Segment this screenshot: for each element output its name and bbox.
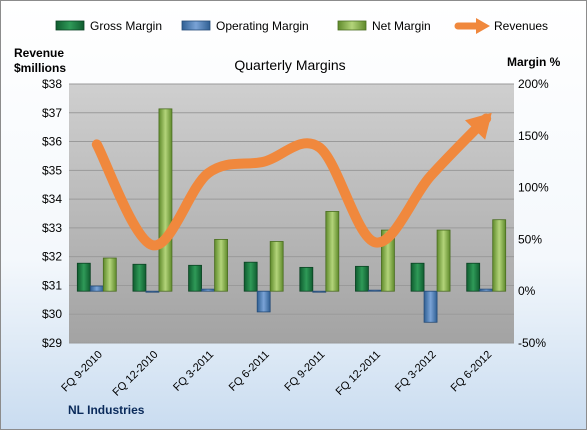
bar-net-margin — [158, 108, 173, 292]
legend-label: Operating Margin — [216, 19, 309, 33]
legend-label: Net Margin — [372, 19, 431, 33]
plot-area — [69, 84, 514, 343]
bar-operating-margin — [312, 290, 327, 293]
bar-net-margin — [214, 238, 228, 292]
bar-gross-margin — [466, 262, 481, 292]
bar-net-margin — [325, 211, 340, 292]
left-tick-label: $34 — [42, 192, 62, 206]
bar-gross-margin — [299, 266, 314, 292]
bar-operating-margin — [423, 290, 438, 323]
left-tick-label: $36 — [42, 135, 62, 149]
legend: Gross Margin Operating Margin Net Margin Re… — [55, 18, 548, 34]
bars — [76, 108, 507, 323]
right-axis-label: Margin % — [507, 55, 561, 69]
left-tick-label: $37 — [42, 106, 62, 120]
legend-label: Revenues — [494, 19, 548, 33]
bar-gross-margin — [410, 262, 425, 292]
legend-swatch — [181, 20, 211, 31]
bar-net-margin — [102, 257, 117, 292]
left-axis-ticks: $29 $30 $31 $32 $33 $34 $35 $36 $37 $38 — [42, 77, 62, 350]
bar-operating-margin — [256, 290, 271, 313]
bar-net-margin — [269, 241, 284, 292]
left-tick-label: $35 — [42, 163, 62, 177]
right-tick-label: 100% — [518, 181, 549, 195]
right-tick-label: 150% — [518, 129, 549, 143]
right-tick-label: 50% — [518, 232, 542, 246]
bar-operating-margin — [479, 288, 494, 292]
bar-net-margin — [436, 229, 451, 292]
left-axis-label-line2: $millions — [14, 61, 66, 75]
bar-gross-margin — [132, 263, 147, 292]
bar-gross-margin — [355, 265, 369, 292]
bar-operating-margin — [145, 290, 160, 293]
left-tick-label: $29 — [42, 336, 62, 350]
left-tick-label: $32 — [42, 250, 62, 264]
left-tick-label: $33 — [42, 221, 62, 235]
footer-label: NL Industries — [68, 403, 145, 417]
bar-operating-margin — [368, 289, 382, 292]
right-tick-label: 200% — [518, 77, 549, 91]
left-tick-label: $31 — [42, 278, 62, 292]
right-axis-ticks: -50% 0% 50% 100% 150% 200% — [518, 77, 549, 350]
bar-net-margin — [492, 219, 507, 292]
bar-gross-margin — [76, 262, 91, 292]
bar-operating-margin — [201, 288, 215, 292]
right-tick-label: 0% — [518, 284, 536, 298]
bar-operating-margin — [89, 285, 104, 292]
left-tick-label: $38 — [42, 77, 62, 91]
legend-swatch — [55, 20, 85, 31]
revenue-line-group — [91, 112, 492, 251]
right-tick-label: -50% — [518, 336, 546, 350]
revenue-arrowhead — [465, 112, 492, 140]
left-axis-label-line1: Revenue — [14, 46, 64, 60]
chart-title: Quarterly Margins — [234, 57, 345, 73]
legend-swatch-arrow — [476, 18, 490, 34]
bar-gross-margin — [243, 261, 258, 292]
revenue-line — [91, 113, 492, 251]
legend-swatch — [337, 20, 367, 31]
left-tick-label: $30 — [42, 307, 62, 321]
bar-gross-margin — [188, 264, 202, 292]
legend-label: Gross Margin — [90, 19, 162, 33]
